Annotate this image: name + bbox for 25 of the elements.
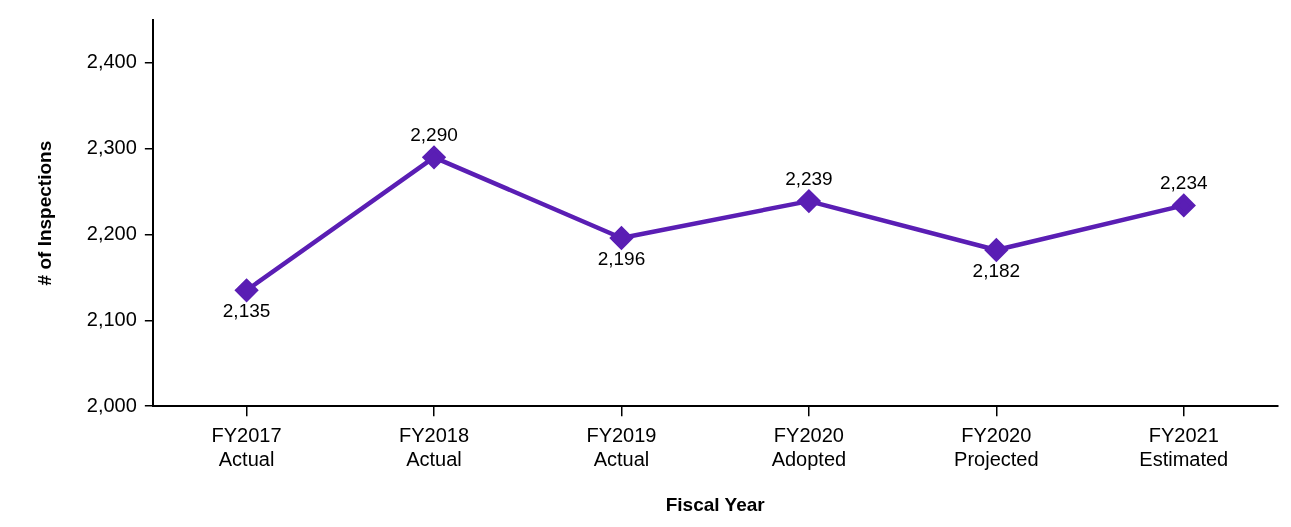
x-tick-label: FY2017 Actual (211, 423, 282, 470)
data-label: 2,290 (410, 124, 458, 146)
y-tick-label: 2,100 (86, 307, 137, 330)
y-tick-label: 2,300 (86, 136, 137, 159)
data-label: 2,239 (785, 167, 833, 189)
point (985, 238, 1008, 262)
x-tick-label: FY2019 Actual (586, 423, 657, 470)
data-label: 2,234 (1160, 172, 1208, 194)
point (235, 279, 258, 302)
x-tick-label: FY2020 Adopted (771, 423, 847, 470)
point (610, 226, 633, 250)
x-tick-label: FY2021 Estimated (1139, 423, 1229, 470)
y-axis-title: # of Inspections (33, 140, 55, 286)
point (422, 146, 446, 169)
point (1172, 194, 1196, 217)
x-tick-label: FY2020 Projected (954, 423, 1039, 470)
x-axis-title: Fiscal Year (665, 493, 766, 515)
x-tick-label: FY2018 Actual (398, 423, 470, 470)
data-label: 2,135 (222, 300, 271, 322)
y-tick-label: 2,200 (86, 222, 137, 245)
data-label: 2,182 (972, 259, 1021, 281)
point (797, 189, 821, 213)
y-tick-label: 2,000 (86, 393, 137, 416)
y-tick-label: 2,400 (86, 50, 137, 73)
data-label: 2,196 (597, 247, 646, 269)
